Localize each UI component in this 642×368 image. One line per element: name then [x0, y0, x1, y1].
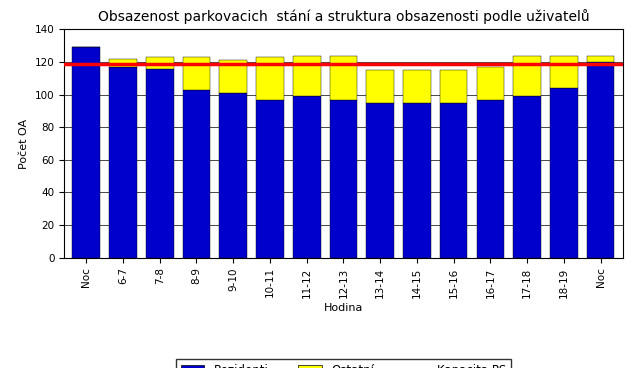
- Bar: [183, 57, 211, 90]
- Y-axis label: Počet OA: Počet OA: [19, 118, 29, 169]
- Bar: [550, 88, 578, 258]
- Bar: [514, 56, 541, 96]
- Bar: [146, 68, 173, 258]
- Bar: [587, 56, 614, 62]
- Bar: [293, 56, 320, 96]
- Bar: [587, 62, 614, 258]
- Bar: [146, 57, 173, 68]
- Bar: [476, 99, 504, 258]
- Bar: [293, 96, 320, 258]
- X-axis label: Hodina: Hodina: [324, 303, 363, 313]
- Bar: [256, 57, 284, 99]
- Bar: [440, 103, 467, 258]
- Bar: [220, 60, 247, 93]
- Bar: [220, 93, 247, 258]
- Bar: [330, 56, 357, 99]
- Bar: [109, 67, 137, 258]
- Legend: Rezidenti, Ostatní, Kapacita PS: Rezidenti, Ostatní, Kapacita PS: [176, 359, 511, 368]
- Bar: [367, 70, 394, 103]
- Bar: [367, 103, 394, 258]
- Bar: [183, 90, 211, 258]
- Bar: [550, 56, 578, 88]
- Bar: [403, 103, 431, 258]
- Bar: [330, 99, 357, 258]
- Bar: [440, 70, 467, 103]
- Bar: [73, 47, 100, 258]
- Bar: [514, 96, 541, 258]
- Bar: [256, 99, 284, 258]
- Bar: [476, 67, 504, 99]
- Title: Obsazenost parkovacich  stání a struktura obsazenosti podle uživatelů: Obsazenost parkovacich stání a struktura…: [98, 9, 589, 24]
- Bar: [109, 59, 137, 67]
- Bar: [403, 70, 431, 103]
